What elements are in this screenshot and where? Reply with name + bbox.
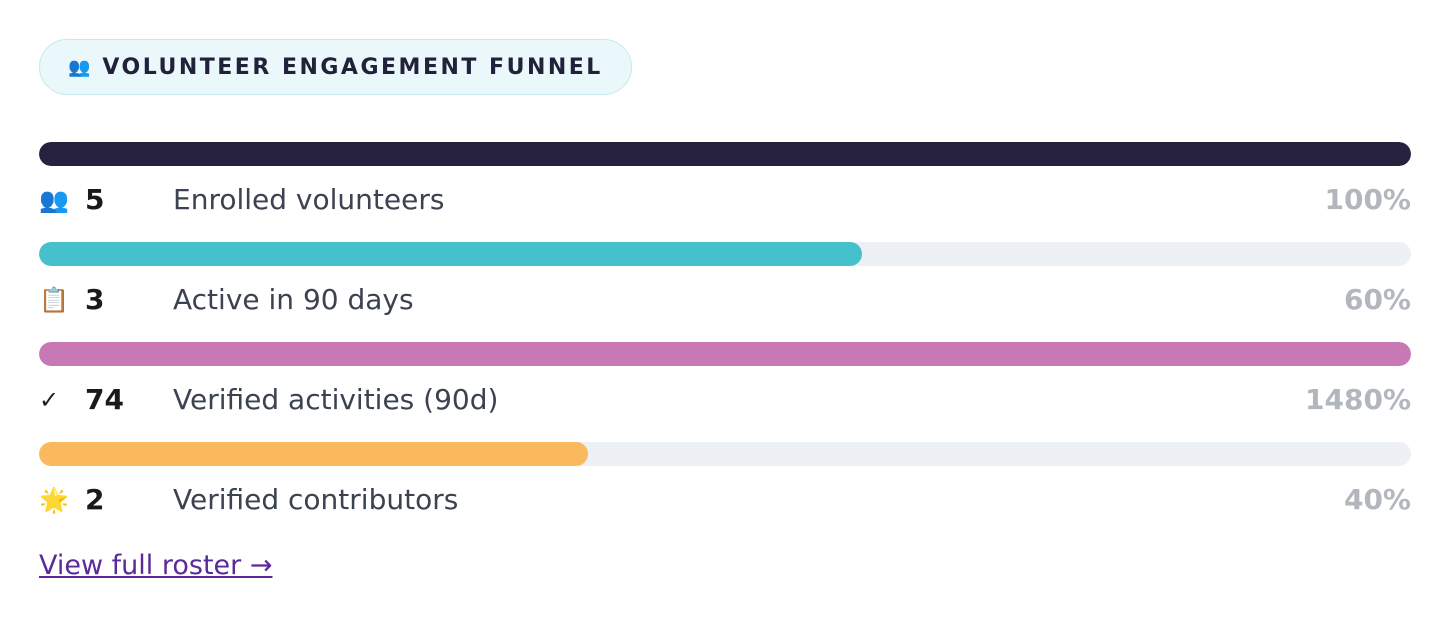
bar-fill [39,242,863,266]
bar-fill [39,142,1411,166]
roster-link[interactable]: View full roster → [39,550,273,581]
bar-fill [39,342,1411,366]
step-icon: 👥 [39,186,69,214]
step-icon: 🌟 [39,486,69,514]
step-count: 74 [85,383,124,416]
step-label: Active in 90 days [173,283,414,316]
step-count: 2 [85,483,105,516]
bar-track [39,242,1411,266]
step-icon: 📋 [39,286,69,314]
bar-fill [39,442,588,466]
step-percent: 100% [1324,183,1411,216]
bar-track [39,342,1411,366]
bar-track [39,142,1411,166]
step-icon: ✓ [39,386,60,414]
funnel-row: 📋 3 Active in 90 days 60% [39,280,1411,320]
title-badge: 👥 VOLUNTEER ENGAGEMENT FUNNEL [39,39,632,95]
funnel-row: 🌟 2 Verified contributors 40% [39,480,1411,520]
step-count: 3 [85,283,105,316]
step-count: 5 [85,183,105,216]
step-percent: 1480% [1305,383,1411,416]
step-percent: 40% [1343,483,1411,516]
funnel-row: 👥 5 Enrolled volunteers 100% [39,180,1411,220]
title: VOLUNTEER ENGAGEMENT FUNNEL [102,54,603,80]
title-icon: 👥 [68,56,91,78]
step-label: Verified activities (90d) [173,383,499,416]
funnel-row: ✓ 74 Verified activities (90d) 1480% [39,380,1411,420]
step-label: Verified contributors [173,483,459,516]
bar-track [39,442,1411,466]
step-percent: 60% [1343,283,1411,316]
step-label: Enrolled volunteers [173,183,445,216]
